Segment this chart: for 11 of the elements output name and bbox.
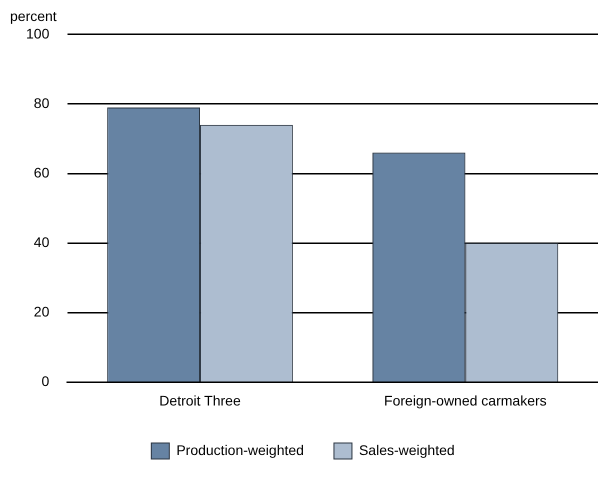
y-tick-label: 0 bbox=[42, 373, 50, 390]
y-tick-label: 100 bbox=[26, 25, 50, 42]
x-tick-label: Detroit Three bbox=[159, 392, 241, 408]
y-tick-label: 80 bbox=[34, 94, 50, 111]
legend-label: Production-weighted bbox=[176, 442, 304, 458]
x-tick-label: Foreign-owned carmakers bbox=[384, 392, 547, 408]
y-axis-title: percent bbox=[10, 8, 57, 24]
legend-label: Sales-weighted bbox=[358, 442, 455, 458]
y-tick-label: 40 bbox=[34, 234, 50, 250]
y-tick-label: 60 bbox=[34, 164, 50, 180]
y-tick-label: 20 bbox=[34, 304, 50, 320]
